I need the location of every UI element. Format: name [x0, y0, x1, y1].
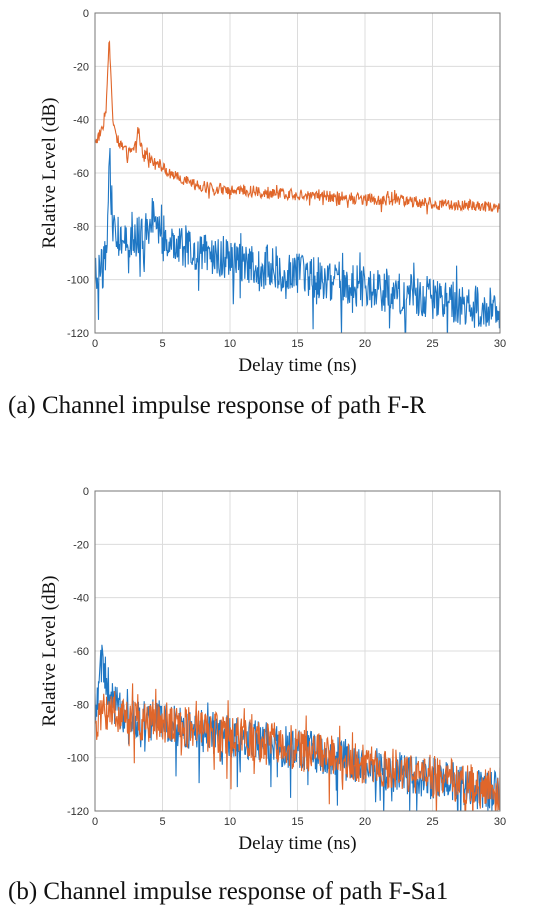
x-tick-label: 10: [224, 816, 236, 828]
y-tick-label: -100: [67, 753, 89, 765]
y-tick-label: -40: [73, 593, 89, 605]
caption-a: (a) Channel impulse response of path F-R: [8, 392, 426, 419]
x-tick-label: 25: [426, 816, 438, 828]
series-line-2: [95, 683, 500, 811]
plot-frame: [94, 490, 501, 812]
x-tick-label: 10: [224, 338, 236, 350]
y-tick-label: -120: [67, 328, 89, 340]
x-axis-label: Delay time (ns): [238, 833, 356, 854]
x-tick-label: 30: [494, 816, 506, 828]
y-tick-label: -60: [73, 646, 89, 658]
x-axis-label: Delay time (ns): [238, 355, 356, 376]
x-tick-label: 25: [426, 338, 438, 350]
x-tick-label: 5: [159, 816, 165, 828]
x-tick-label: 0: [92, 338, 98, 350]
x-tick-label: 20: [359, 338, 371, 350]
y-tick-label: -80: [73, 221, 89, 233]
x-tick-label: 0: [92, 816, 98, 828]
series-line-1: [95, 40, 500, 215]
y-tick-label: -120: [67, 806, 89, 818]
x-tick-label: 30: [494, 338, 506, 350]
x-tick-label: 15: [291, 816, 303, 828]
y-tick-label: -60: [73, 168, 89, 180]
y-tick-label: -80: [73, 699, 89, 711]
y-tick-label: -20: [73, 61, 89, 73]
y-tick-label: 0: [83, 486, 89, 498]
x-tick-label: 20: [359, 816, 371, 828]
x-tick-label: 5: [159, 338, 165, 350]
y-tick-label: -20: [73, 539, 89, 551]
y-axis-label: Relative Level (dB): [39, 98, 60, 249]
y-tick-label: 0: [83, 8, 89, 20]
y-tick-label: -40: [73, 115, 89, 127]
y-tick-label: -100: [67, 275, 89, 287]
x-tick-label: 15: [291, 338, 303, 350]
y-axis-label: Relative Level (dB): [39, 576, 60, 727]
chart-a: 0 5 10 15 20 25 30 -120 -100 -80 -60 -40 -20 0 Delay t…: [39, 8, 506, 376]
caption-b: (b) Channel impulse response of path F-S…: [8, 878, 449, 905]
plot-frame: [94, 12, 501, 334]
series-line-2: [95, 147, 500, 333]
